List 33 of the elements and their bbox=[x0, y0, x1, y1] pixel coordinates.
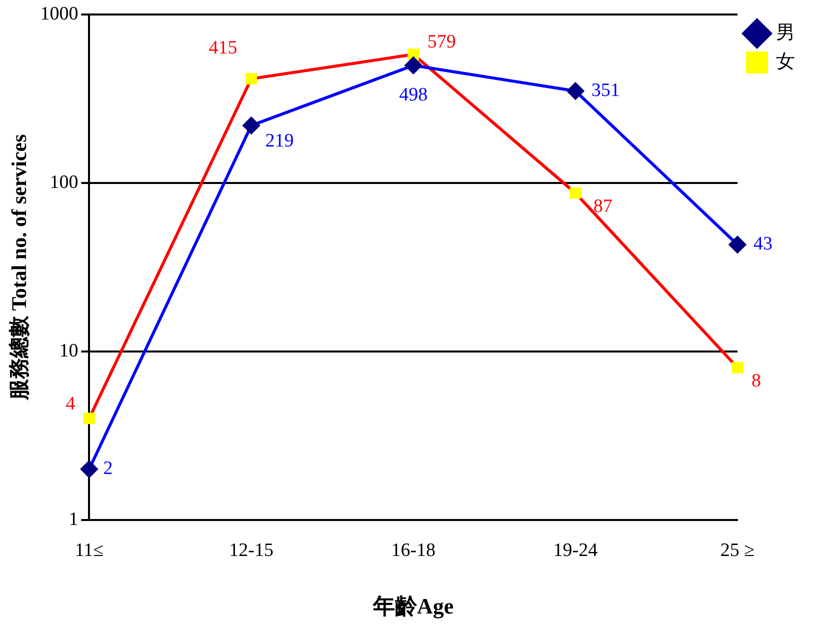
point bbox=[246, 73, 258, 84]
x-tick-label: 11≤ bbox=[74, 540, 104, 562]
data-label: 8 bbox=[752, 370, 761, 392]
x-axis-title: 年齡Age bbox=[372, 593, 454, 618]
data-label: 43 bbox=[754, 234, 772, 255]
point bbox=[83, 412, 95, 424]
x-tick-label: 25 ≥ bbox=[720, 540, 755, 562]
legend-label: 男 bbox=[776, 22, 795, 44]
point bbox=[566, 82, 584, 100]
data-label: 2 bbox=[103, 458, 113, 480]
y-tick-label: 1000 bbox=[40, 3, 78, 24]
data-label: 498 bbox=[399, 84, 428, 106]
point bbox=[80, 460, 98, 478]
y-tick-label: 1 bbox=[68, 508, 78, 530]
y-tick-label: 100 bbox=[50, 172, 78, 193]
point bbox=[729, 236, 746, 254]
x-tick-label: 16-18 bbox=[391, 540, 436, 562]
data-label: 87 bbox=[593, 196, 612, 218]
point bbox=[242, 117, 260, 134]
point bbox=[404, 56, 422, 74]
data-label: 415 bbox=[208, 38, 238, 59]
legend-label: 女 bbox=[776, 51, 795, 72]
data-label: 351 bbox=[591, 80, 620, 101]
x-tick-label: 12-15 bbox=[229, 540, 274, 562]
data-label: 4 bbox=[66, 393, 76, 414]
data-label: 579 bbox=[427, 31, 456, 52]
y-tick-label: 10 bbox=[59, 340, 78, 362]
y-axis-title: 服務總數 Total no. of services bbox=[7, 134, 32, 401]
x-tick-label: 19-24 bbox=[553, 540, 598, 562]
point bbox=[732, 362, 744, 374]
data-label: 219 bbox=[265, 130, 294, 152]
point bbox=[570, 187, 582, 199]
point bbox=[408, 48, 420, 60]
